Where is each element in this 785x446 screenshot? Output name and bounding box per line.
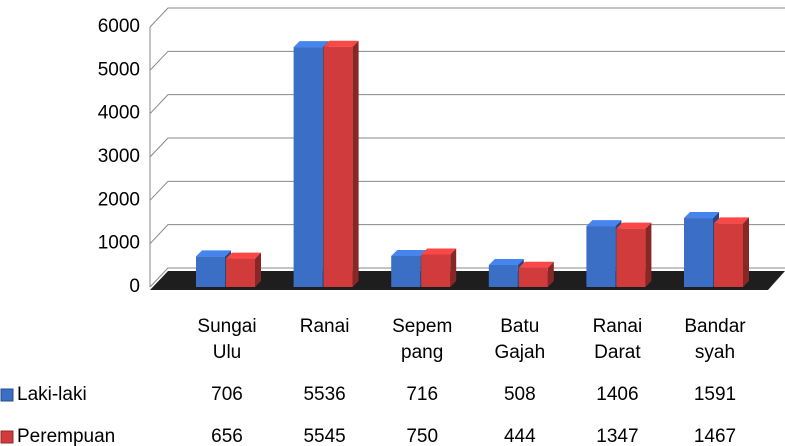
table-value: 1591 (694, 384, 736, 405)
table-value: 508 (504, 384, 536, 405)
table-value: 5545 (303, 426, 345, 446)
bar-front (196, 256, 225, 287)
grid-line (149, 224, 785, 245)
bar-front (586, 226, 616, 287)
legend-label: Perempuan (17, 426, 115, 446)
bar (684, 212, 719, 287)
table-value: 750 (406, 426, 438, 446)
x-tick-label: Bandar syah (684, 316, 746, 363)
bar (391, 249, 427, 287)
bar-top (421, 248, 457, 255)
legend-label: Laki-laki (17, 384, 87, 405)
legend-swatch (0, 430, 14, 444)
bar (616, 222, 652, 287)
y-tick-label: 2000 (98, 189, 140, 210)
grid-line (149, 50, 785, 71)
grid-line (149, 7, 785, 28)
y-tick-label: 3000 (98, 146, 140, 167)
x-tick-label: Batu Gajah (494, 316, 545, 363)
bar-top (518, 261, 554, 268)
bar-front (714, 223, 743, 287)
x-tick-label: Ranai Darat (593, 316, 643, 363)
bar-side (450, 248, 457, 287)
bar-front (226, 258, 255, 287)
table-value: 706 (211, 384, 243, 405)
bar-top (616, 222, 652, 229)
bar (196, 250, 231, 287)
bar-front (518, 267, 548, 287)
bar-top (196, 250, 231, 257)
grid-line (149, 180, 785, 201)
bar-top (714, 217, 749, 224)
y-tick-label: 4000 (98, 103, 140, 124)
bar-top (226, 252, 261, 259)
bar (714, 217, 749, 287)
table-value: 656 (211, 426, 243, 446)
bar-side (352, 40, 359, 287)
bar-top (488, 258, 524, 265)
legend-swatch (0, 388, 14, 402)
bar-side (743, 217, 749, 287)
y-tick-label: 6000 (98, 16, 140, 37)
table-value: 1467 (694, 426, 736, 446)
bar (518, 261, 554, 287)
bar-front (323, 46, 353, 287)
table-value: 1347 (596, 426, 638, 446)
bar (293, 41, 329, 288)
bar-front (293, 47, 323, 288)
x-tick-label: Sepem pang (392, 316, 452, 363)
y-tick-label: 0 (129, 276, 140, 297)
bar (421, 248, 457, 287)
bar (226, 252, 261, 287)
bar-side (547, 261, 554, 287)
bar (586, 220, 622, 287)
bar-front (616, 228, 646, 287)
bar-top (391, 249, 427, 256)
x-tick-label: Sungai Ulu (197, 316, 256, 363)
x-tick-label: Ranai (300, 316, 350, 337)
table-value: 716 (406, 384, 438, 405)
table-value: 1406 (596, 384, 638, 405)
bar-front (684, 218, 713, 287)
grid-line (149, 94, 785, 115)
y-tick-label: 5000 (98, 59, 140, 80)
bar-side (255, 252, 261, 287)
bar (488, 258, 524, 287)
table-value: 444 (504, 426, 536, 446)
bar-top (586, 220, 622, 227)
grid-line (149, 267, 785, 288)
bar-front (421, 254, 451, 287)
table-value: 5536 (303, 384, 345, 405)
bar-front (488, 264, 518, 287)
bar-front (391, 255, 421, 287)
bar-top (684, 212, 719, 219)
y-tick-label: 1000 (98, 233, 140, 254)
bar-side (645, 222, 652, 287)
bar (323, 40, 359, 287)
grid-line (149, 137, 785, 158)
bar-top (323, 40, 359, 47)
bar-top (293, 41, 329, 48)
